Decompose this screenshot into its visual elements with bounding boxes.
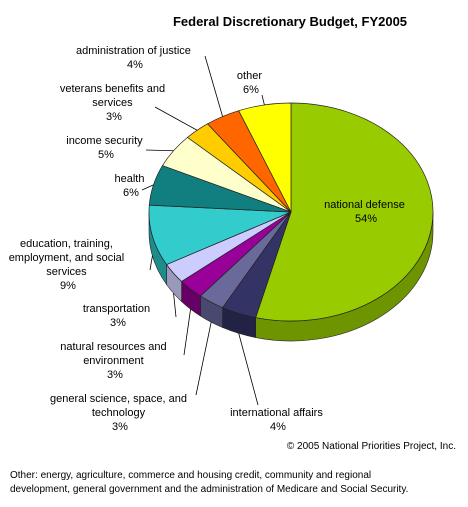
leader-veterans-benefits-and-services <box>154 106 198 131</box>
footnote: Other: energy, agriculture, commerce and… <box>10 470 408 495</box>
leader-international-affairs <box>238 333 259 406</box>
pie-slice-education-training-employment-and-social-services <box>148 204 292 265</box>
leader-general-science-space-and-technology <box>195 322 212 396</box>
pie-slices <box>148 102 434 322</box>
label-veterans: veterans benefits and services 3% <box>60 83 168 123</box>
label-income-security: income security 5% <box>66 135 145 161</box>
pie-slice-national-defense <box>255 102 434 322</box>
label-natural-resources: natural resources and environment 3% <box>60 341 169 381</box>
label-education: education, training, employment, and soc… <box>9 238 128 292</box>
label-transportation: transportation 3% <box>83 303 153 329</box>
leader-administration-of-justice <box>204 55 223 117</box>
leader-education-training-employment-and-social-services <box>149 255 153 271</box>
leader-transportation <box>173 293 177 318</box>
leader-lines <box>141 55 265 406</box>
label-general-science: general science, space, and technology 3… <box>50 393 190 433</box>
label-justice: administration of justice 4% <box>76 45 194 71</box>
label-national-defense: national defense 54% <box>324 199 408 225</box>
copyright: © 2005 National Priorities Project, Inc. <box>287 441 456 452</box>
pie-depth <box>148 211 434 342</box>
leader-income-security <box>145 149 174 152</box>
label-health: health 6% <box>114 173 147 199</box>
chart-title: Federal Discretionary Budget, FY2005 <box>173 14 407 29</box>
leader-natural-resources-and-environment <box>183 309 191 356</box>
leader-other <box>261 94 265 106</box>
leader-health <box>141 184 154 191</box>
label-international-affairs: international affairs 4% <box>230 407 326 433</box>
label-other: other 6% <box>237 70 265 96</box>
